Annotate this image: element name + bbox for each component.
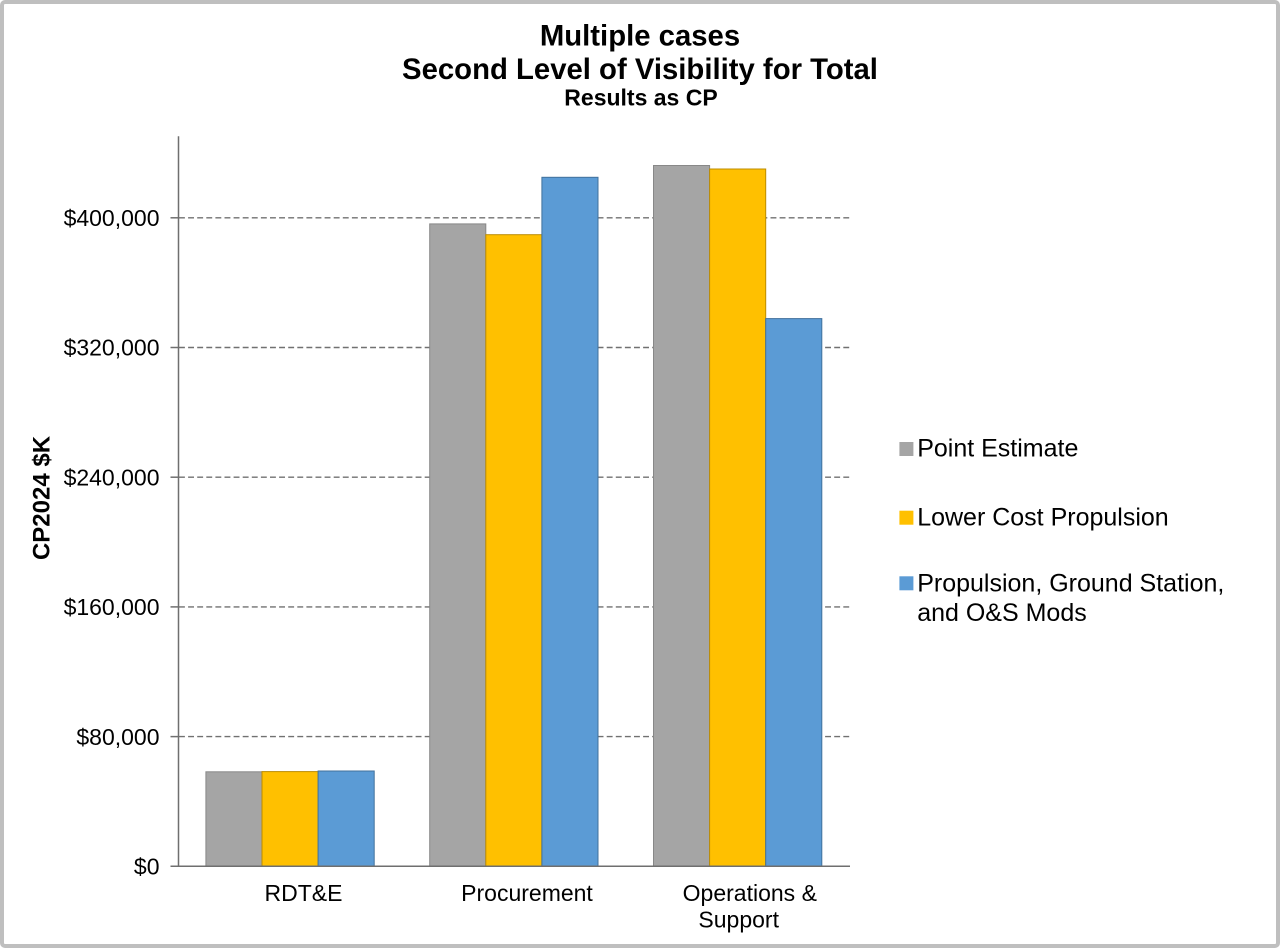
svg-text:$80,000: $80,000 (76, 724, 159, 750)
svg-text:Procurement: Procurement (461, 880, 593, 906)
svg-text:Multiple cases: Multiple cases (540, 20, 740, 53)
svg-text:$240,000: $240,000 (64, 464, 160, 490)
svg-text:$160,000: $160,000 (64, 594, 160, 620)
svg-text:RDT&E: RDT&E (265, 880, 343, 906)
svg-text:and O&S Mods: and O&S Mods (917, 599, 1087, 627)
svg-text:CP2024 $K: CP2024 $K (29, 435, 56, 560)
svg-text:Operations &: Operations & (683, 880, 817, 906)
svg-text:$400,000: $400,000 (64, 205, 160, 231)
svg-text:$0: $0 (134, 854, 160, 880)
svg-text:$320,000: $320,000 (64, 335, 160, 361)
svg-text:Point Estimate: Point Estimate (917, 435, 1078, 463)
svg-text:Second Level of Visibility for: Second Level of Visibility for Total (402, 53, 878, 86)
svg-text:Propulsion, Ground Station,: Propulsion, Ground Station, (917, 570, 1224, 598)
svg-text:Lower Cost Propulsion: Lower Cost Propulsion (917, 503, 1169, 531)
svg-text:Support: Support (698, 906, 779, 932)
svg-text:Results as CP: Results as CP (564, 85, 717, 111)
